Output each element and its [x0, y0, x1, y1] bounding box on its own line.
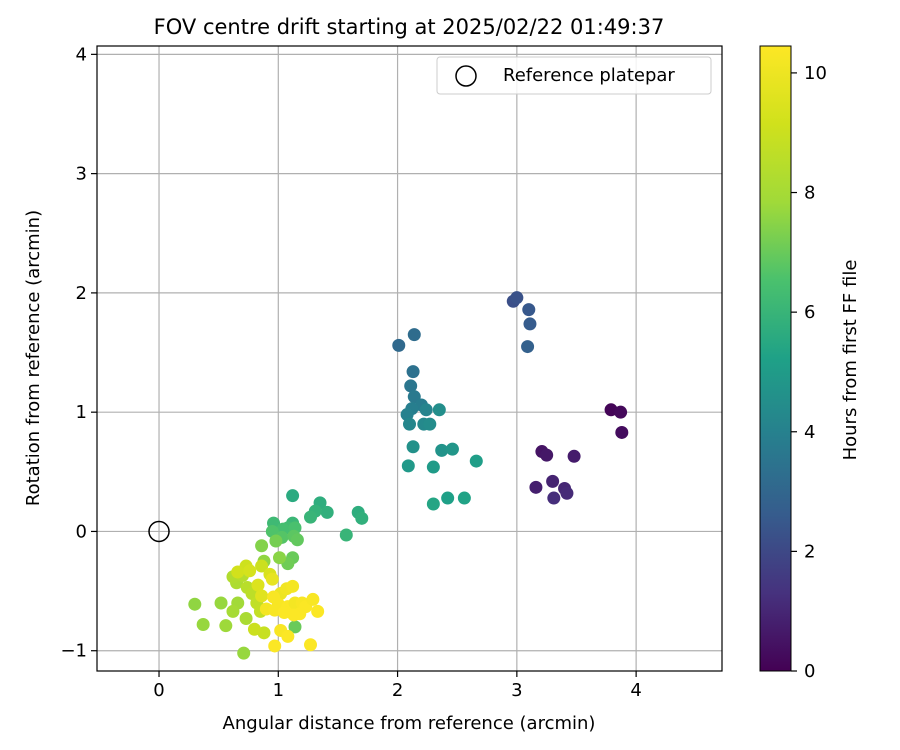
data-point	[469, 454, 483, 468]
data-point	[407, 328, 421, 342]
data-point	[304, 510, 318, 524]
data-point	[426, 460, 440, 474]
data-point	[286, 489, 300, 503]
data-point	[560, 486, 574, 500]
chart-title: FOV centre drift starting at 2025/02/22 …	[154, 15, 665, 39]
data-point	[288, 620, 302, 634]
data-point	[441, 491, 455, 505]
data-point	[339, 528, 353, 542]
data-point	[419, 403, 433, 417]
grid-lines	[97, 46, 722, 671]
y-tick-label: 1	[76, 402, 87, 423]
y-tick-label: 2	[76, 283, 87, 304]
legend-marker-icon	[455, 65, 477, 87]
data-point	[311, 604, 325, 618]
x-tick-label: 2	[392, 680, 403, 701]
data-point	[521, 340, 535, 354]
data-point	[226, 604, 240, 618]
data-point	[355, 511, 369, 525]
y-tick-label: 4	[76, 44, 87, 65]
data-point	[406, 440, 420, 454]
data-point	[196, 617, 210, 631]
data-point	[523, 317, 537, 331]
data-point	[265, 572, 279, 586]
x-tick-label: 1	[273, 680, 284, 701]
data-point	[529, 480, 543, 494]
data-point	[432, 403, 446, 417]
colorbar: 0 2 4 6 8 10 Hours from first FF file	[759, 45, 861, 682]
colorbar-tick-label: 0	[804, 661, 815, 682]
data-point	[290, 533, 304, 547]
data-point	[392, 338, 406, 352]
data-point	[304, 638, 318, 652]
data-point	[269, 534, 283, 548]
data-points	[188, 291, 629, 660]
colorbar-label: Hours from first FF file	[840, 260, 861, 461]
data-point	[403, 417, 416, 431]
data-point	[615, 425, 629, 439]
x-tick-label: 3	[511, 680, 522, 701]
legend: Reference platepar	[436, 56, 712, 95]
data-point	[237, 646, 251, 660]
y-tick-label: 0	[76, 521, 87, 542]
data-point	[404, 379, 418, 393]
reference-platepar-marker	[148, 520, 170, 543]
x-tick-label: 0	[153, 680, 164, 701]
data-point	[540, 448, 554, 462]
colorbar-tick-label: 6	[804, 302, 815, 323]
data-point	[435, 443, 449, 457]
data-point	[188, 597, 202, 611]
colorbar-tick-label: 10	[804, 63, 827, 84]
data-point	[255, 589, 269, 603]
data-point	[510, 291, 524, 305]
data-point	[286, 579, 300, 593]
data-point	[423, 417, 437, 431]
data-point	[567, 449, 581, 463]
data-point	[272, 551, 286, 565]
data-point	[231, 565, 245, 579]
y-axis-label: Rotation from reference (arcmin)	[23, 210, 44, 506]
colorbar-tick-label: 8	[804, 183, 815, 204]
data-point	[401, 459, 415, 473]
data-point	[457, 491, 471, 505]
data-point	[268, 639, 282, 653]
plot-frame	[96, 45, 723, 672]
data-point	[287, 608, 301, 622]
y-tick-label: 3	[76, 164, 87, 185]
data-point	[547, 491, 561, 505]
data-point	[406, 365, 420, 379]
data-point	[522, 303, 536, 317]
data-point	[251, 578, 265, 592]
data-point	[445, 442, 459, 456]
data-point	[214, 596, 228, 610]
data-point	[281, 629, 295, 643]
legend-box	[436, 56, 712, 95]
data-point	[614, 405, 628, 419]
colorbar-gradient	[759, 45, 792, 672]
data-point	[255, 559, 269, 573]
x-axis-label: Angular distance from reference (arcmin)	[223, 713, 596, 734]
data-point	[219, 619, 233, 633]
data-point	[239, 612, 253, 626]
data-point	[306, 592, 320, 606]
data-point	[320, 505, 334, 519]
y-tick-label: −1	[60, 641, 87, 662]
colorbar-tick-label: 2	[804, 541, 815, 562]
data-point	[243, 564, 257, 578]
colorbar-tick-label: 4	[804, 422, 815, 443]
x-tick-label: 4	[630, 680, 641, 701]
data-point	[546, 474, 560, 488]
legend-entry-reference: Reference platepar	[503, 65, 675, 86]
data-point	[426, 497, 440, 511]
colorbar-ticks: 0 2 4 6 8 10	[791, 63, 827, 682]
data-point	[255, 539, 269, 553]
axis-ticks: 0 1 2 3 4 −1 0 1 2 3 4	[60, 44, 641, 701]
data-point	[247, 622, 261, 636]
